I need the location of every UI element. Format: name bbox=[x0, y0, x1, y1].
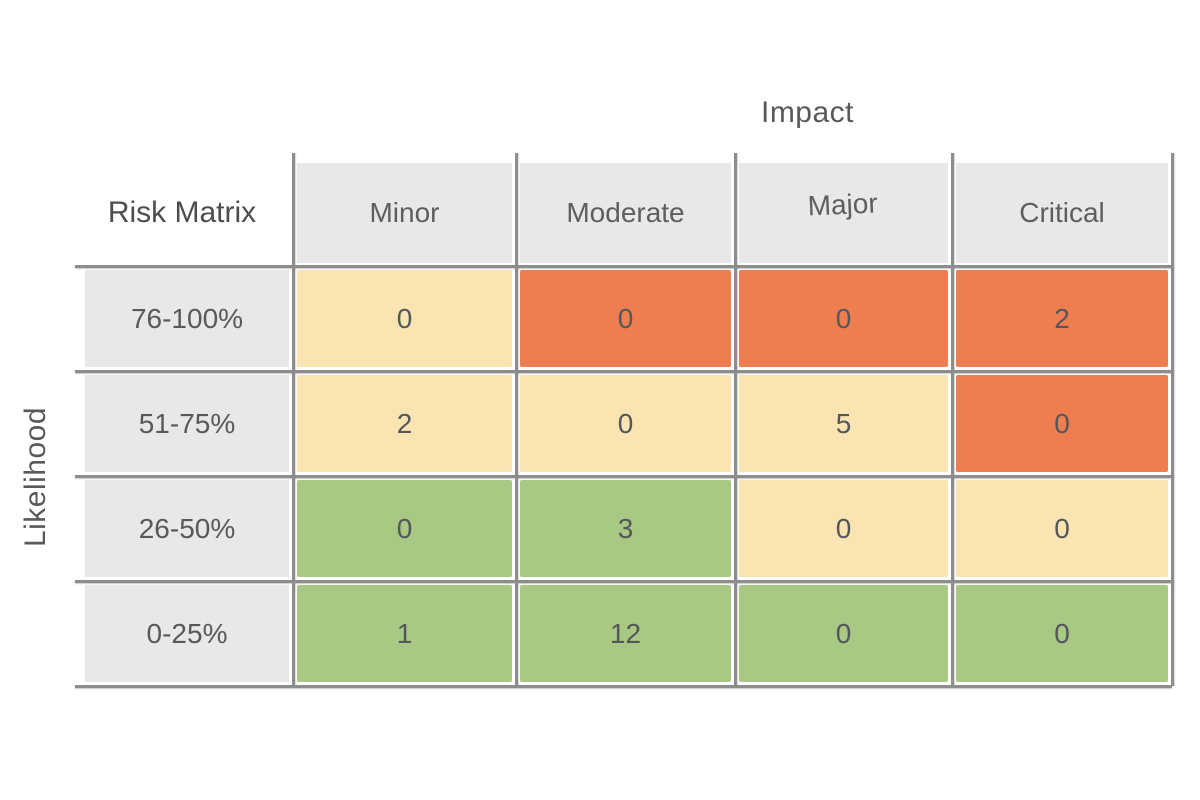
column-header-label: Minor bbox=[369, 197, 440, 228]
corner-title: Risk Matrix bbox=[75, 163, 289, 263]
gridline-horizontal-0 bbox=[75, 264, 1172, 268]
row-label-76-100: 76-100% bbox=[85, 270, 289, 367]
cell-76-100-critical: 2 bbox=[956, 270, 1168, 367]
impact-axis-title: Impact bbox=[760, 96, 855, 129]
cell-0-25-critical: 0 bbox=[956, 585, 1168, 682]
gridline-vertical-4 bbox=[1170, 153, 1174, 686]
gridline-horizontal-3 bbox=[75, 579, 1172, 583]
column-header-minor: Minor bbox=[297, 163, 512, 263]
cell-0-25-minor: 1 bbox=[297, 585, 512, 682]
cell-26-50-minor: 0 bbox=[297, 480, 512, 577]
cell-51-75-critical: 0 bbox=[956, 375, 1168, 472]
gridline-horizontal-2 bbox=[75, 474, 1172, 478]
gridline-vertical-0 bbox=[291, 153, 295, 686]
gridline-horizontal-4 bbox=[75, 684, 1172, 688]
cell-51-75-major: 5 bbox=[739, 375, 948, 472]
gridline-horizontal-1 bbox=[75, 369, 1172, 373]
likelihood-axis-title-text: Likelihood bbox=[19, 406, 52, 548]
column-header-label: Critical bbox=[1019, 197, 1105, 228]
cell-76-100-moderate: 0 bbox=[520, 270, 731, 367]
row-label-26-50: 26-50% bbox=[85, 480, 289, 577]
gridline-vertical-1 bbox=[514, 153, 518, 686]
column-header-critical: Critical bbox=[956, 163, 1168, 263]
column-header-label: Moderate bbox=[566, 197, 685, 228]
row-label-0-25: 0-25% bbox=[85, 585, 289, 682]
column-header-major: Major bbox=[739, 163, 948, 263]
cell-76-100-major: 0 bbox=[739, 270, 948, 367]
row-label-51-75: 51-75% bbox=[85, 375, 289, 472]
risk-matrix-table: Risk Matrix Minor Moderate Major Critical 7… bbox=[75, 153, 1174, 688]
cell-51-75-moderate: 0 bbox=[520, 375, 731, 472]
cell-0-25-major: 0 bbox=[739, 585, 948, 682]
cell-26-50-critical: 0 bbox=[956, 480, 1168, 577]
cell-26-50-major: 0 bbox=[739, 480, 948, 577]
cell-51-75-minor: 2 bbox=[297, 375, 512, 472]
gridline-vertical-2 bbox=[733, 153, 737, 686]
column-header-label: Major bbox=[807, 187, 879, 222]
column-header-moderate: Moderate bbox=[520, 163, 731, 263]
cell-76-100-minor: 0 bbox=[297, 270, 512, 367]
cell-0-25-moderate: 12 bbox=[520, 585, 731, 682]
cell-26-50-moderate: 3 bbox=[520, 480, 731, 577]
gridline-vertical-3 bbox=[950, 153, 954, 686]
